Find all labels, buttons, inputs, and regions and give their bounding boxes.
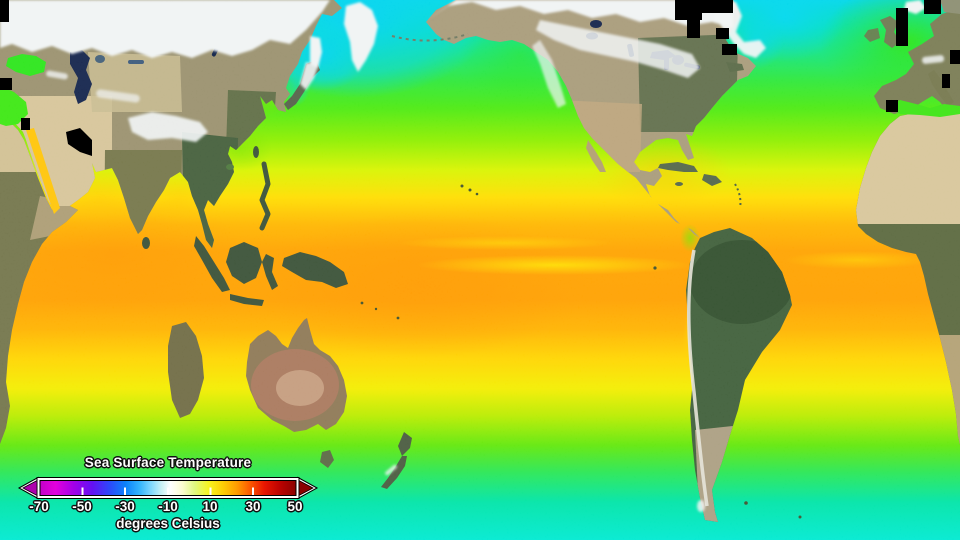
color-scale-bar <box>17 476 319 500</box>
persian-gulf-no-data <box>66 128 92 156</box>
st-lawrence-no-data <box>722 44 737 55</box>
tick-label: 10 <box>202 499 218 514</box>
adriatic-no-data <box>942 74 950 88</box>
tick-label: -70 <box>29 499 49 514</box>
norwegian-sea-no-data <box>924 0 941 14</box>
sst-legend: Sea Surface Temperature -70 -50 -30 -10 … <box>17 453 319 539</box>
tick-label: -50 <box>72 499 92 514</box>
ligurian-no-data <box>950 50 960 64</box>
legend-title: Sea Surface Temperature <box>84 455 252 470</box>
no-data-patches <box>0 0 960 156</box>
left-arrow-below-min <box>22 479 38 497</box>
tick-label: 50 <box>287 499 303 514</box>
colorbar-tick-marks <box>81 487 254 495</box>
baltic-no-data <box>0 0 9 22</box>
legend-unit-label: degrees Celsius <box>116 516 220 531</box>
north-sea-no-data <box>896 8 908 46</box>
hudson-bay-no-data <box>675 0 702 20</box>
james-bay-no-data <box>687 19 700 38</box>
marmara-no-data <box>0 78 12 90</box>
tick-label: 30 <box>245 499 261 514</box>
tick-label: -10 <box>158 499 178 514</box>
gibraltar-no-data <box>886 100 898 112</box>
ungava-no-data <box>716 28 729 39</box>
foxe-basin-no-data <box>701 0 733 13</box>
suez-no-data <box>21 118 30 130</box>
right-arrow-above-max <box>298 479 314 497</box>
tick-label: -30 <box>115 499 135 514</box>
